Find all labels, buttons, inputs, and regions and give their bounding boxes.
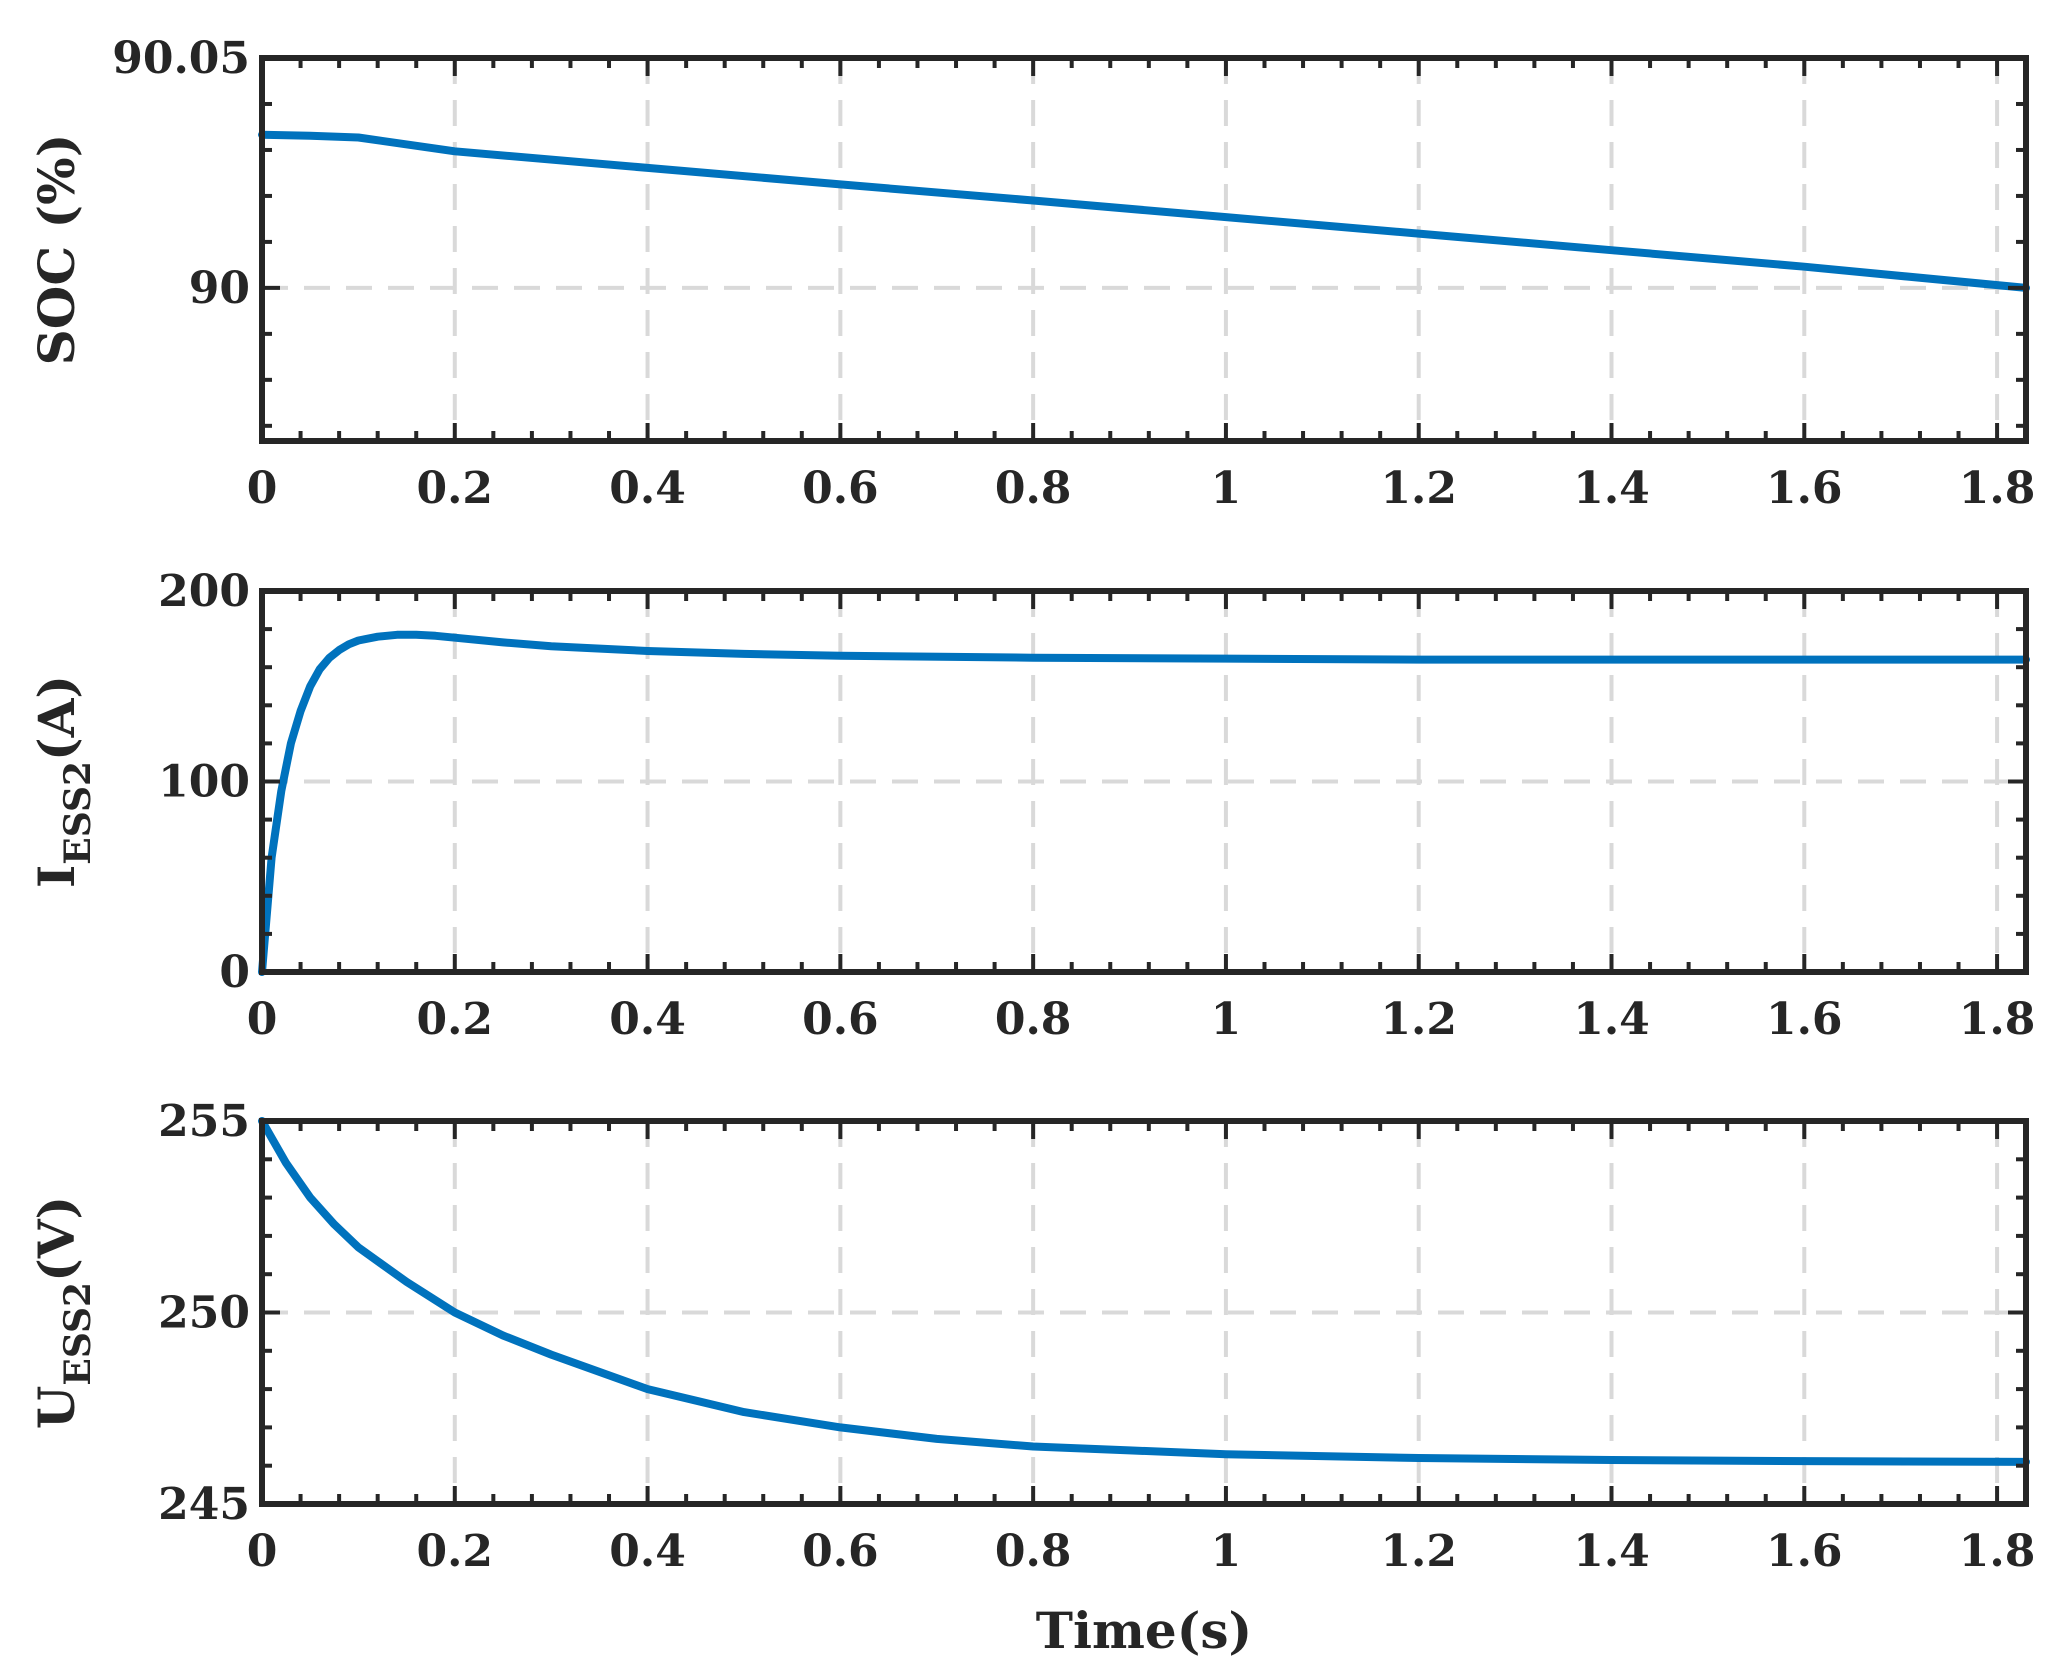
soc-x-tick-label: 0.6 bbox=[802, 463, 879, 514]
soc-ticks bbox=[260, 56, 2026, 441]
soc-x-tick-label: 1 bbox=[1211, 463, 1242, 514]
current-x-tick-label: 1 bbox=[1211, 994, 1242, 1045]
soc-axes-frame bbox=[259, 55, 2029, 444]
current-x-tick-label: 0.4 bbox=[609, 994, 686, 1045]
soc-x-tick-label: 1.2 bbox=[1380, 463, 1457, 514]
current-x-tick-label: 1.2 bbox=[1380, 994, 1457, 1045]
current-x-tick-label: 1.4 bbox=[1573, 994, 1650, 1045]
voltage-y-tick-label: 245 bbox=[158, 1479, 250, 1530]
current-x-tick-label: 0.8 bbox=[995, 994, 1072, 1045]
voltage-x-tick-label: 0.2 bbox=[417, 1526, 494, 1577]
voltage-x-tick-label: 0.6 bbox=[802, 1526, 879, 1577]
voltage-gridlines bbox=[262, 1121, 2026, 1504]
current-y-tick-label: 100 bbox=[158, 757, 250, 808]
voltage-y-axis-label-unit: (V) bbox=[27, 1196, 86, 1282]
current-x-tick-label: 1.6 bbox=[1766, 994, 1843, 1045]
soc-panel: 0 0.2 0.4 0.6 0.8 1 1.2 1.4 1.6 1.8 90 90.05 SOC (… bbox=[27, 33, 2035, 514]
soc-x-tick-label: 1.6 bbox=[1766, 463, 1843, 514]
voltage-y-tick-labels: 245 250 255 bbox=[158, 1096, 250, 1530]
current-y-tick-label: 200 bbox=[158, 566, 250, 617]
soc-y-axis-label: SOC (%) bbox=[27, 134, 86, 366]
voltage-y-axis-label: UESS2(V) bbox=[27, 1196, 99, 1429]
current-x-tick-label: 0.6 bbox=[802, 994, 879, 1045]
current-y-axis-label-sub: ESS2 bbox=[57, 761, 99, 865]
voltage-x-tick-label: 0.8 bbox=[995, 1526, 1072, 1577]
soc-y-tick-labels: 90 90.05 bbox=[112, 33, 250, 314]
current-x-tick-labels: 0 0.2 0.4 0.6 0.8 1 1.2 1.4 1.6 1.8 bbox=[247, 994, 2036, 1045]
voltage-ticks bbox=[260, 1119, 2026, 1506]
voltage-line bbox=[258, 1117, 2030, 1466]
current-y-tick-labels: 0 100 200 bbox=[158, 566, 250, 998]
voltage-x-tick-label: 1.2 bbox=[1380, 1526, 1457, 1577]
current-ticks bbox=[260, 589, 2026, 974]
voltage-y-tick-label: 255 bbox=[158, 1096, 250, 1147]
soc-x-tick-label: 0.2 bbox=[417, 463, 494, 514]
voltage-x-tick-label: 1.6 bbox=[1766, 1526, 1843, 1577]
voltage-x-tick-label: 1.8 bbox=[1959, 1526, 2036, 1577]
voltage-y-axis-label-main: U bbox=[27, 1386, 86, 1430]
soc-y-tick-label: 90 bbox=[189, 263, 250, 314]
voltage-x-tick-labels: 0 0.2 0.4 0.6 0.8 1 1.2 1.4 1.6 1.8 bbox=[247, 1526, 2036, 1577]
current-y-axis-label-main: I bbox=[27, 865, 86, 888]
current-y-tick-label: 0 bbox=[219, 947, 250, 998]
soc-x-tick-labels: 0 0.2 0.4 0.6 0.8 1 1.2 1.4 1.6 1.8 bbox=[247, 463, 2036, 514]
soc-x-tick-label: 0 bbox=[247, 463, 278, 514]
soc-line bbox=[258, 130, 2030, 292]
soc-x-tick-label: 1.4 bbox=[1573, 463, 1650, 514]
soc-gridlines bbox=[262, 58, 2026, 441]
voltage-x-tick-label: 1.4 bbox=[1573, 1526, 1650, 1577]
soc-y-axis-label-text: SOC (%) bbox=[27, 134, 86, 366]
current-line bbox=[258, 630, 2030, 976]
current-panel: 0 0.2 0.4 0.6 0.8 1 1.2 1.4 1.6 1.8 0 100 200 IESS2… bbox=[27, 566, 2035, 1045]
soc-y-tick-label: 90.05 bbox=[112, 33, 250, 84]
current-x-tick-label: 0.2 bbox=[417, 994, 494, 1045]
voltage-x-tick-label: 1 bbox=[1211, 1526, 1242, 1577]
time-x-axis-label: Time(s) bbox=[1036, 1601, 1252, 1660]
voltage-x-tick-label: 0 bbox=[247, 1526, 278, 1577]
voltage-y-tick-label: 250 bbox=[158, 1288, 250, 1339]
soc-x-tick-label: 1.8 bbox=[1959, 463, 2036, 514]
current-y-axis-label-unit: (A) bbox=[27, 675, 86, 761]
current-x-tick-label: 1.8 bbox=[1959, 994, 2036, 1045]
current-y-axis-label: IESS2(A) bbox=[27, 675, 99, 888]
voltage-panel: 0 0.2 0.4 0.6 0.8 1 1.2 1.4 1.6 1.8 245 250 255 UES… bbox=[27, 1096, 2035, 1660]
soc-x-tick-label: 0.8 bbox=[995, 463, 1072, 514]
voltage-x-tick-label: 0.4 bbox=[609, 1526, 686, 1577]
current-x-tick-label: 0 bbox=[247, 994, 278, 1045]
soc-x-tick-label: 0.4 bbox=[609, 463, 686, 514]
voltage-y-axis-label-sub: ESS2 bbox=[57, 1282, 99, 1386]
